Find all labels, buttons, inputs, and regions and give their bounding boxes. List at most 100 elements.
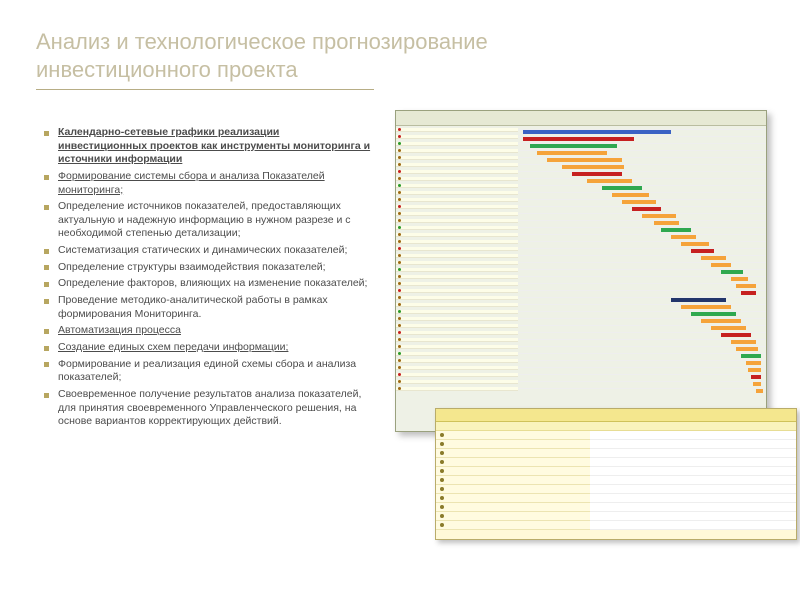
gantt-row	[396, 175, 766, 182]
gantt-row-label	[396, 366, 518, 370]
gantt-row-timeline	[518, 283, 766, 284]
gantt-row-timeline	[518, 192, 766, 193]
gantt-row	[396, 154, 766, 161]
gantt-row	[396, 196, 766, 203]
gantt-row-label	[396, 156, 518, 160]
gantt-row-label	[396, 163, 518, 167]
gantt-row-timeline	[518, 332, 766, 333]
gantt-row-timeline	[518, 234, 766, 235]
status-dot-icon	[398, 198, 401, 201]
gantt-row-timeline	[518, 318, 766, 319]
gantt-bar	[701, 319, 741, 323]
list-item: Определение структуры взаимодействия пок…	[44, 261, 371, 275]
gantt-row-timeline	[518, 171, 766, 172]
gantt-row-timeline	[590, 494, 796, 503]
gantt-row	[396, 364, 766, 371]
gantt-row-label	[396, 135, 518, 139]
gantt-row-timeline	[518, 136, 766, 137]
status-dot-icon	[398, 310, 401, 313]
status-dot-icon	[398, 275, 401, 278]
gantt-row-timeline	[518, 304, 766, 305]
gantt-row-label	[396, 303, 518, 307]
gantt-bar	[612, 193, 649, 197]
status-dot-icon	[398, 261, 401, 264]
gantt-row-label	[436, 431, 590, 440]
gantt-row	[396, 322, 766, 329]
gantt-row	[396, 161, 766, 168]
gantt-row	[396, 378, 766, 385]
row-icon	[440, 442, 444, 446]
gantt-row-timeline	[590, 431, 796, 440]
gantt-row	[396, 245, 766, 252]
status-dot-icon	[398, 254, 401, 257]
gantt-sub-subheader	[436, 422, 796, 431]
gantt-row-timeline	[518, 185, 766, 186]
gantt-bar	[622, 200, 657, 204]
row-icon	[440, 496, 444, 500]
gantt-row-timeline	[518, 164, 766, 165]
gantt-row	[396, 217, 766, 224]
gantt-bar	[751, 375, 761, 379]
status-dot-icon	[398, 226, 401, 229]
status-dot-icon	[398, 366, 401, 369]
list-item: Создание единых схем передачи информации…	[44, 341, 371, 355]
gantt-row-label	[436, 440, 590, 449]
gantt-row-label	[396, 170, 518, 174]
gantt-row-label	[396, 380, 518, 384]
gantt-row-label	[396, 373, 518, 377]
gantt-row	[396, 133, 766, 140]
gantt-row-label	[396, 317, 518, 321]
gantt-row-timeline	[518, 150, 766, 151]
gantt-bar	[746, 361, 761, 365]
row-icon	[440, 469, 444, 473]
list-item: Своевременное получение результатов анал…	[44, 388, 371, 429]
gantt-bar	[731, 340, 756, 344]
gantt-row-label	[396, 331, 518, 335]
list-item: Автоматизация процесса	[44, 324, 371, 338]
gantt-bar	[530, 144, 617, 148]
slide-body: Календарно-сетевые графики реализации ин…	[36, 110, 764, 540]
gantt-row	[396, 168, 766, 175]
gantt-bar	[523, 137, 635, 141]
gantt-row	[436, 449, 796, 458]
gantt-bar	[753, 382, 760, 386]
gantt-row-label	[396, 359, 518, 363]
status-dot-icon	[398, 156, 401, 159]
gantt-row-timeline	[518, 297, 766, 298]
gantt-row	[396, 287, 766, 294]
status-dot-icon	[398, 219, 401, 222]
gantt-row-label	[396, 345, 518, 349]
gantt-row	[436, 521, 796, 530]
gantt-bar	[741, 354, 761, 358]
gantt-row-timeline	[518, 220, 766, 221]
status-dot-icon	[398, 303, 401, 306]
gantt-row	[436, 431, 796, 440]
gantt-bar	[654, 221, 679, 225]
gantt-row-label	[396, 254, 518, 258]
illustration-area	[395, 110, 764, 540]
gantt-row	[436, 458, 796, 467]
list-item: Проведение методико-аналитической работы…	[44, 294, 371, 321]
gantt-bar	[547, 158, 621, 162]
gantt-row-label	[396, 324, 518, 328]
gantt-row-label	[396, 198, 518, 202]
gantt-row-timeline	[518, 374, 766, 375]
gantt-row	[396, 343, 766, 350]
gantt-row	[396, 273, 766, 280]
gantt-row-label	[396, 219, 518, 223]
gantt-row-timeline	[590, 521, 796, 530]
gantt-row-label	[436, 476, 590, 485]
status-dot-icon	[398, 240, 401, 243]
gantt-row-timeline	[518, 290, 766, 291]
gantt-row-label	[436, 449, 590, 458]
gantt-row-label	[396, 205, 518, 209]
gantt-row	[396, 189, 766, 196]
gantt-row	[436, 467, 796, 476]
gantt-row	[396, 238, 766, 245]
gantt-row-timeline	[518, 199, 766, 200]
gantt-row-label	[396, 352, 518, 356]
gantt-row-label	[396, 184, 518, 188]
gantt-row-label	[396, 128, 518, 132]
gantt-bar	[642, 214, 677, 218]
gantt-bar	[562, 165, 624, 169]
